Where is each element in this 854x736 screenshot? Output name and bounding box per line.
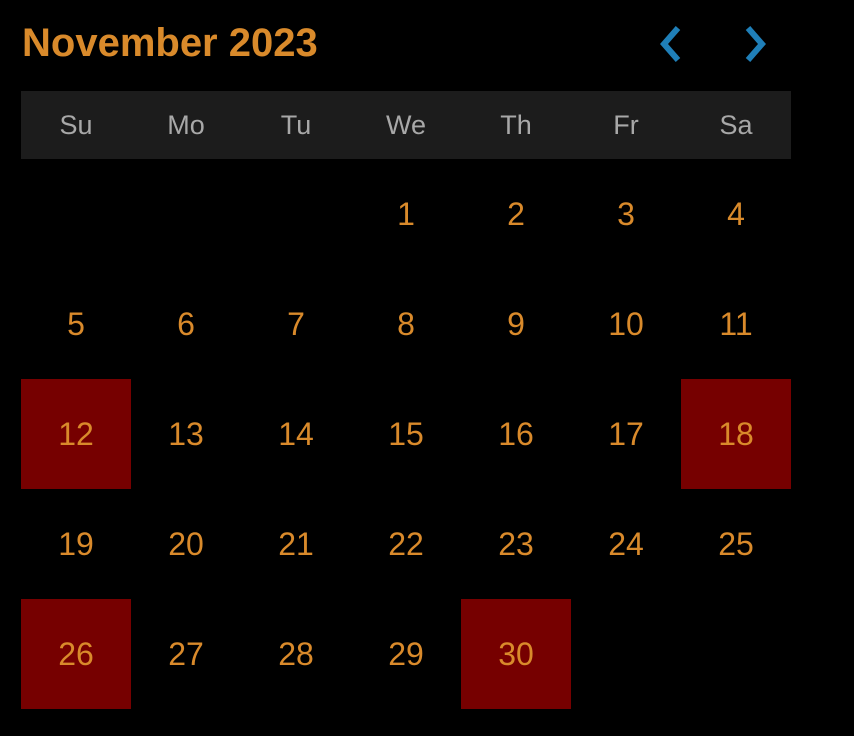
day-cell[interactable]: 13 bbox=[168, 415, 204, 452]
empty-day-cell bbox=[131, 159, 241, 269]
day-cell[interactable]: 20 bbox=[168, 525, 204, 562]
day-cell[interactable]: 28 bbox=[278, 635, 314, 672]
day-cell[interactable]: 25 bbox=[718, 525, 754, 562]
day-cell[interactable]: 16 bbox=[498, 415, 534, 452]
day-cell[interactable]: 10 bbox=[608, 305, 644, 342]
weekday-header-row: Su Mo Tu We Th Fr Sa bbox=[21, 91, 791, 159]
calendar: November 2023 Su Mo Tu We Th Fr Sa 1 2 3 4 5 6 7 8 9 10… bbox=[21, 0, 791, 709]
next-month-button[interactable] bbox=[733, 22, 777, 66]
day-grid: 1 2 3 4 5 6 7 8 9 10 11 12 13 14 15 16 17 18 19 20 21 22 23 24 2… bbox=[21, 159, 791, 709]
day-cell[interactable]: 1 bbox=[397, 195, 415, 232]
day-cell[interactable]: 9 bbox=[507, 305, 525, 342]
weekday-label: Mo bbox=[167, 109, 205, 140]
day-cell[interactable]: 17 bbox=[608, 415, 644, 452]
weekday-label: Fr bbox=[613, 109, 639, 140]
day-cell[interactable]: 5 bbox=[67, 305, 85, 342]
day-cell[interactable]: 27 bbox=[168, 635, 204, 672]
day-cell[interactable]: 2 bbox=[507, 195, 525, 232]
day-cell[interactable]: 11 bbox=[719, 305, 753, 342]
day-cell[interactable]: 3 bbox=[617, 195, 635, 232]
day-cell-highlighted[interactable]: 18 bbox=[681, 379, 791, 489]
day-cell[interactable]: 23 bbox=[498, 525, 534, 562]
weekday-label: We bbox=[385, 109, 426, 140]
previous-month-button[interactable] bbox=[649, 22, 693, 66]
day-cell[interactable]: 19 bbox=[58, 525, 94, 562]
day-cell-highlighted[interactable]: 12 bbox=[21, 379, 131, 489]
chevron-left-icon bbox=[660, 26, 681, 62]
weekday-label: Th bbox=[500, 109, 532, 140]
weekday-label: Su bbox=[59, 109, 93, 140]
weekday-label: Sa bbox=[719, 109, 753, 140]
chevron-right-icon bbox=[745, 26, 766, 62]
day-cell[interactable]: 24 bbox=[608, 525, 644, 562]
day-cell[interactable]: 15 bbox=[388, 415, 424, 452]
day-cell[interactable]: 7 bbox=[287, 305, 305, 342]
day-cell[interactable]: 14 bbox=[278, 415, 314, 452]
day-cell[interactable]: 8 bbox=[397, 305, 415, 342]
empty-day-cell bbox=[21, 159, 131, 269]
day-cell[interactable]: 21 bbox=[278, 525, 314, 562]
empty-day-cell bbox=[241, 159, 351, 269]
weekday-label: Tu bbox=[280, 109, 312, 140]
day-cell-highlighted[interactable]: 30 bbox=[461, 599, 571, 709]
day-cell[interactable]: 4 bbox=[727, 195, 745, 232]
month-title: November 2023 bbox=[22, 21, 318, 65]
day-cell[interactable]: 29 bbox=[388, 635, 424, 672]
day-cell[interactable]: 22 bbox=[388, 525, 424, 562]
day-cell-highlighted[interactable]: 26 bbox=[21, 599, 131, 709]
calendar-header: November 2023 bbox=[21, 0, 791, 91]
day-cell[interactable]: 6 bbox=[177, 305, 195, 342]
